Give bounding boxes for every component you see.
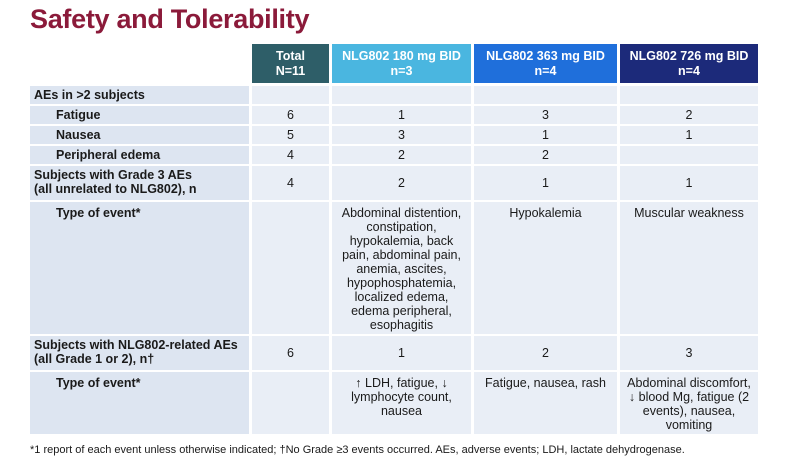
row-label: Subjects with Grade 3 AEs (all unrelated … xyxy=(30,166,252,202)
cell-726: 2 xyxy=(620,106,758,126)
footnote: *1 report of each event unless otherwise… xyxy=(30,444,685,456)
row-label: Type of event* xyxy=(30,372,252,436)
cell-total xyxy=(252,86,332,106)
cell-363: 2 xyxy=(474,336,620,372)
cell-180: 1 xyxy=(332,106,474,126)
row-label: Nausea xyxy=(30,126,252,146)
cell-180: 2 xyxy=(332,166,474,202)
cell-363: Fatigue, nausea, rash xyxy=(474,372,620,436)
cell-726 xyxy=(620,86,758,106)
page-title: Safety and Tolerability xyxy=(30,4,310,34)
cell-363: 3 xyxy=(474,106,620,126)
cell-363 xyxy=(474,86,620,106)
table-row-fatigue: Fatigue 6 1 3 2 xyxy=(30,106,758,126)
cell-180: 2 xyxy=(332,146,474,166)
header-total: Total N=11 xyxy=(252,44,332,86)
row-label: Subjects with NLG802-related AEs (all Gra… xyxy=(30,336,252,372)
row-label: Fatigue xyxy=(30,106,252,126)
cell-180 xyxy=(332,86,474,106)
table-row-nausea: Nausea 5 3 1 1 xyxy=(30,126,758,146)
cell-total: 4 xyxy=(252,146,332,166)
table-row-related: Subjects with NLG802-related AEs (all Gra… xyxy=(30,336,758,372)
header-180mg: NLG802 180 mg BID n=3 xyxy=(332,44,474,86)
table-row-peripheral-edema: Peripheral edema 4 2 2 xyxy=(30,146,758,166)
row-label: Type of event* xyxy=(30,202,252,336)
cell-726: 3 xyxy=(620,336,758,372)
table-row-grade3-type: Type of event* Abdominal distention, con… xyxy=(30,202,758,336)
cell-total: 5 xyxy=(252,126,332,146)
cell-180: 3 xyxy=(332,126,474,146)
cell-180: Abdominal distention, constipation, hypo… xyxy=(332,202,474,336)
cell-363: 2 xyxy=(474,146,620,166)
safety-table: Total N=11 NLG802 180 mg BID n=3 NLG802 36… xyxy=(30,44,758,436)
row-label: Peripheral edema xyxy=(30,146,252,166)
header-blank xyxy=(30,44,252,86)
cell-total xyxy=(252,372,332,436)
cell-726: Abdominal discomfort, ↓ blood Mg, fatigu… xyxy=(620,372,758,436)
cell-total: 6 xyxy=(252,106,332,126)
header-row: Total N=11 NLG802 180 mg BID n=3 NLG802 36… xyxy=(30,44,758,86)
cell-total: 6 xyxy=(252,336,332,372)
cell-726: 1 xyxy=(620,126,758,146)
cell-363: 1 xyxy=(474,166,620,202)
table-row-grade3: Subjects with Grade 3 AEs (all unrelated … xyxy=(30,166,758,202)
cell-total: 4 xyxy=(252,166,332,202)
cell-180: ↑ LDH, fatigue, ↓ lymphocyte count, naus… xyxy=(332,372,474,436)
header-363mg: NLG802 363 mg BID n=4 xyxy=(474,44,620,86)
cell-726: 1 xyxy=(620,166,758,202)
cell-total xyxy=(252,202,332,336)
table-row-related-type: Type of event* ↑ LDH, fatigue, ↓ lymphoc… xyxy=(30,372,758,436)
row-label: AEs in >2 subjects xyxy=(30,86,252,106)
cell-363: Hypokalemia xyxy=(474,202,620,336)
cell-726: Muscular weakness xyxy=(620,202,758,336)
header-726mg: NLG802 726 mg BID n=4 xyxy=(620,44,758,86)
cell-726 xyxy=(620,146,758,166)
cell-180: 1 xyxy=(332,336,474,372)
cell-363: 1 xyxy=(474,126,620,146)
table-row-aes-gt2: AEs in >2 subjects xyxy=(30,86,758,106)
